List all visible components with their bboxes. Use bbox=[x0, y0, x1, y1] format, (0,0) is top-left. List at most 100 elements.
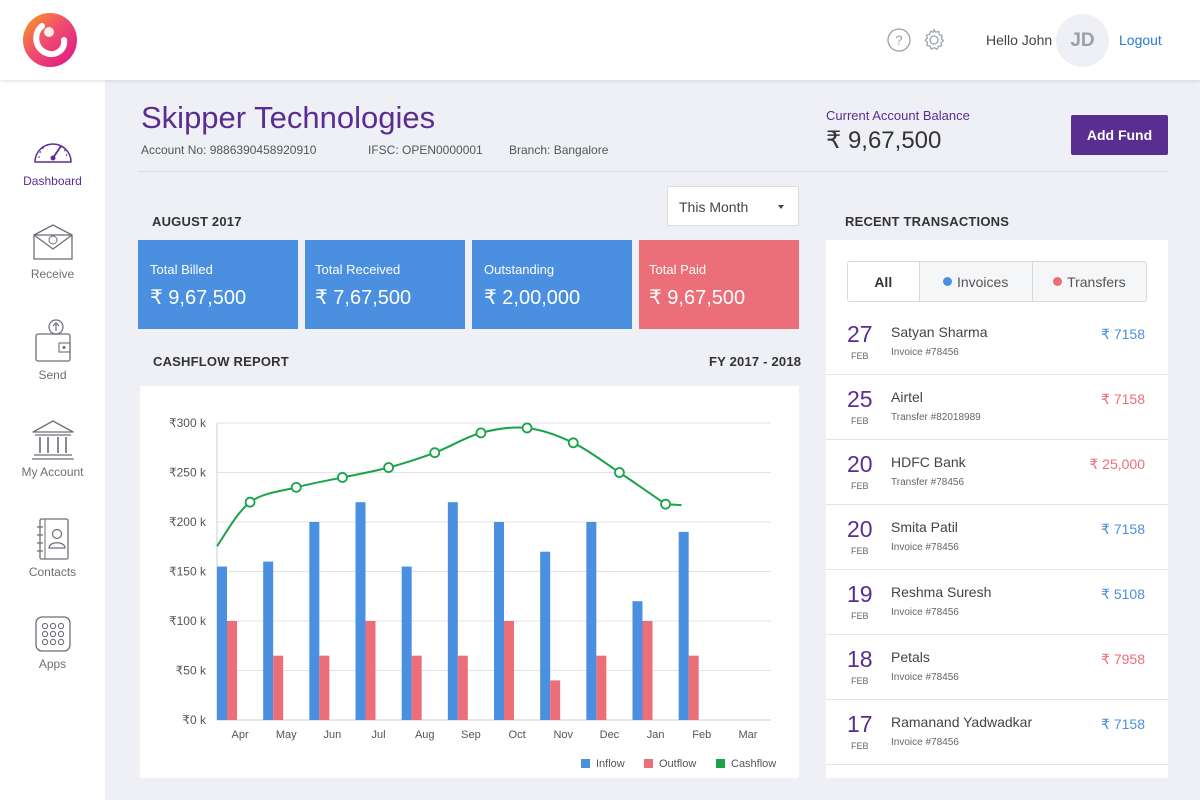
transaction-day: 20 bbox=[847, 451, 873, 477]
inflow-bar bbox=[355, 502, 366, 720]
header-divider bbox=[138, 171, 1168, 172]
tab-transfers[interactable]: Transfers bbox=[1033, 262, 1146, 301]
sidebar-item-my-account[interactable]: My Account bbox=[0, 419, 105, 479]
transaction-amount: ₹ 5108 bbox=[1101, 586, 1145, 602]
add-fund-button[interactable]: Add Fund bbox=[1071, 115, 1168, 155]
inflow-bar bbox=[586, 522, 597, 720]
card-label: Total Billed bbox=[150, 262, 213, 277]
sidebar-item-dashboard[interactable]: Dashboard bbox=[0, 132, 105, 188]
transaction-name: Petals bbox=[891, 649, 930, 665]
transactions-panel: All Invoices Transfers 27 FEB Satyan Sharm… bbox=[826, 240, 1168, 778]
envelope-icon bbox=[32, 224, 73, 260]
tab-invoices[interactable]: Invoices bbox=[920, 262, 1033, 301]
contacts-book-icon bbox=[36, 518, 69, 560]
cashflow-point bbox=[337, 472, 348, 483]
transaction-month: FEB bbox=[851, 351, 869, 361]
logout-link[interactable]: Logout bbox=[1119, 32, 1162, 48]
sidebar-item-receive[interactable]: Receive bbox=[0, 223, 105, 281]
transaction-name: Reshma Suresh bbox=[891, 584, 992, 600]
cashflow-title: CASHFLOW REPORT bbox=[153, 354, 289, 369]
sidebar-item-apps[interactable]: Apps bbox=[0, 615, 105, 671]
outflow-bar bbox=[319, 655, 330, 720]
x-tick-label: Mar bbox=[738, 729, 757, 741]
apps-grid-icon bbox=[34, 616, 71, 652]
fiscal-year-label: FY 2017 - 2018 bbox=[709, 354, 802, 369]
legend-swatch bbox=[644, 759, 653, 768]
inflow-bar bbox=[494, 522, 504, 720]
outflow-bar bbox=[550, 680, 561, 720]
gear-icon[interactable] bbox=[922, 28, 946, 52]
inflow-bar bbox=[217, 566, 227, 720]
transaction-row[interactable]: 25 FEB Airtel Transfer #82018989 ₹ 7158 bbox=[826, 375, 1168, 440]
sidebar-item-label: Contacts bbox=[28, 565, 77, 579]
x-tick-label: Aug bbox=[415, 729, 435, 741]
total-paid-card[interactable]: Total Paid ₹ 9,67,500 bbox=[639, 240, 799, 329]
y-tick-label: ₹250 k bbox=[169, 466, 207, 480]
transaction-row[interactable]: 20 FEB HDFC Bank Transfer #78456 ₹ 25,000 bbox=[826, 440, 1168, 505]
inflow-bar bbox=[678, 531, 689, 720]
outflow-bar bbox=[273, 655, 284, 720]
total-billed-card[interactable]: Total Billed ₹ 9,67,500 bbox=[138, 240, 298, 329]
transaction-name: HDFC Bank bbox=[891, 454, 966, 470]
sidebar-item-contacts[interactable]: Contacts bbox=[0, 517, 105, 579]
transaction-row[interactable]: 27 FEB Satyan Sharma Invoice #78456 ₹ 7158 bbox=[826, 310, 1168, 375]
sidebar-item-label: Receive bbox=[30, 267, 75, 281]
transaction-reference: Invoice #78456 bbox=[891, 542, 959, 553]
x-tick-label: Feb bbox=[692, 729, 711, 741]
transaction-amount: ₹ 7158 bbox=[1101, 521, 1145, 537]
transaction-month: FEB bbox=[851, 481, 869, 491]
period-select[interactable]: This Month bbox=[667, 186, 799, 226]
cashflow-point bbox=[383, 462, 394, 473]
transaction-row[interactable]: 17 FEB Ramanand Yadwadkar Invoice #78456 ₹ 7… bbox=[826, 700, 1168, 765]
account-number: Account No: 9886390458920910 bbox=[141, 143, 317, 157]
help-icon[interactable]: ? bbox=[887, 28, 911, 52]
legend-swatch bbox=[581, 759, 590, 768]
sidebar-item-label: Dashboard bbox=[23, 174, 82, 188]
legend-label: Cashflow bbox=[731, 758, 776, 770]
period-title: AUGUST 2017 bbox=[152, 214, 242, 229]
page-title: Skipper Technologies bbox=[141, 100, 436, 135]
card-label: Outstanding bbox=[484, 262, 555, 277]
transaction-day: 18 bbox=[847, 646, 873, 672]
x-tick-label: Oct bbox=[509, 729, 526, 741]
transaction-month: FEB bbox=[851, 611, 869, 621]
x-tick-label: Dec bbox=[600, 729, 620, 741]
sidebar-item-send[interactable]: Send bbox=[0, 318, 105, 382]
legend-label: Outflow bbox=[659, 758, 696, 770]
cashflow-point bbox=[660, 498, 671, 510]
transaction-reference: Transfer #82018989 bbox=[891, 412, 981, 423]
inflow-bar bbox=[447, 502, 458, 720]
tab-all[interactable]: All bbox=[848, 262, 920, 301]
tab-label: Transfers bbox=[1067, 273, 1126, 290]
transaction-row[interactable]: 18 FEB Petals Invoice #78456 ₹ 7958 bbox=[826, 635, 1168, 700]
branch-name: Branch: Bangalore bbox=[509, 143, 609, 157]
transaction-month: FEB bbox=[851, 546, 869, 556]
transactions-title: RECENT TRANSACTIONS bbox=[845, 214, 1010, 229]
x-tick-label: May bbox=[276, 729, 297, 741]
total-received-card[interactable]: Total Received ₹ 7,67,500 bbox=[305, 240, 465, 329]
top-bar: ? Hello John JD Logout bbox=[0, 0, 1200, 80]
avatar[interactable]: JD bbox=[1056, 14, 1109, 67]
transaction-day: 17 bbox=[847, 711, 873, 737]
transaction-reference: Invoice #78456 bbox=[891, 672, 959, 683]
inflow-bar bbox=[401, 566, 412, 720]
brand-logo[interactable] bbox=[22, 12, 78, 68]
x-tick-label: Sep bbox=[461, 729, 481, 741]
transaction-day: 25 bbox=[847, 386, 873, 412]
tab-label: Invoices bbox=[956, 273, 1009, 290]
transaction-row[interactable]: 19 FEB Reshma Suresh Invoice #78456 ₹ 5108 bbox=[826, 570, 1168, 635]
tab-label: All bbox=[874, 273, 893, 290]
y-tick-label: ₹150 k bbox=[169, 565, 207, 579]
y-tick-label: ₹0 k bbox=[182, 713, 207, 727]
transaction-reference: Invoice #78456 bbox=[891, 607, 959, 618]
transaction-reference: Invoice #78456 bbox=[891, 347, 959, 358]
outstanding-card[interactable]: Outstanding ₹ 2,00,000 bbox=[472, 240, 632, 329]
x-tick-label: Apr bbox=[232, 729, 249, 741]
y-tick-label: ₹300 k bbox=[169, 416, 207, 430]
cashflow-chart: ₹0 k ₹50 k ₹100 k ₹150 k ₹200 k ₹250 k ₹300 k A… bbox=[140, 386, 799, 778]
y-tick-label: ₹50 k bbox=[176, 664, 207, 678]
transaction-name: Smita Patil bbox=[891, 519, 958, 535]
cashflow-point bbox=[244, 496, 256, 508]
transaction-row[interactable]: 20 FEB Smita Patil Invoice #78456 ₹ 7158 bbox=[826, 505, 1168, 570]
transaction-amount: ₹ 7158 bbox=[1101, 716, 1145, 732]
